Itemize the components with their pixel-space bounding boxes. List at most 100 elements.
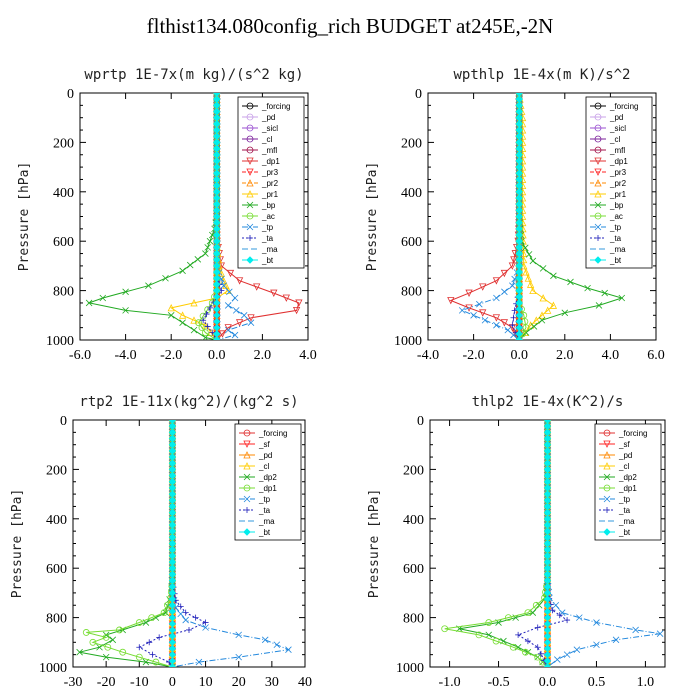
data-point bbox=[224, 302, 232, 309]
legend: _forcing _pd _sicl _cl _mfl _dp1 _pr3 _pr2 _pr1 _… bbox=[237, 96, 305, 269]
legend-marker bbox=[595, 235, 601, 241]
legend-marker bbox=[246, 113, 254, 121]
data-point bbox=[195, 658, 203, 666]
legend-label: _forcing bbox=[618, 429, 647, 438]
chart-title-wpthlp: wpthlp 1E-4x(m K)/s^2 bbox=[453, 67, 630, 83]
legend-marker bbox=[594, 113, 602, 121]
legend-label: _ac bbox=[609, 212, 623, 221]
data-point bbox=[538, 311, 546, 319]
legend-marker bbox=[246, 256, 254, 264]
data-point bbox=[235, 277, 244, 285]
chart-title-rtp2: rtp2 1E-11x(kg^2)/(kg^2 s) bbox=[79, 394, 298, 410]
legend-marker bbox=[243, 440, 251, 448]
legend-label: _ta bbox=[261, 234, 274, 243]
data-point bbox=[515, 336, 523, 340]
x-tick-label: 4.0 bbox=[299, 348, 317, 363]
x-tick-label: 2.0 bbox=[556, 348, 574, 363]
legend-marker bbox=[243, 473, 251, 481]
legend-marker bbox=[603, 429, 611, 437]
data-point bbox=[538, 316, 546, 324]
data-point bbox=[511, 275, 518, 283]
data-point bbox=[226, 269, 235, 278]
series-dp1 bbox=[441, 420, 551, 667]
series-bt bbox=[213, 93, 221, 340]
legend: _forcing _pd _sicl _cl _mfl _dp1 _pr3 _pr2 _pr1 _… bbox=[585, 96, 653, 269]
data-point bbox=[515, 631, 522, 638]
data-point bbox=[186, 261, 194, 269]
data-point bbox=[530, 323, 538, 330]
x-tick-label: -6.0 bbox=[69, 348, 91, 363]
data-point bbox=[213, 93, 221, 97]
legend-label: _dp2 bbox=[618, 473, 637, 482]
legend-marker bbox=[246, 168, 254, 176]
data-point bbox=[270, 289, 278, 297]
legend-label: _cl bbox=[609, 135, 620, 144]
data-point bbox=[195, 319, 202, 327]
data-point bbox=[465, 304, 473, 312]
data-point bbox=[525, 251, 533, 258]
legend: _forcing _sf _pd _cl _dp2 _dp1 _tp _ta _ma _bt bbox=[594, 423, 662, 541]
data-point bbox=[593, 619, 600, 626]
data-point bbox=[534, 644, 541, 651]
legend-label: _dp1 bbox=[258, 484, 277, 493]
legend-label: _cl bbox=[261, 135, 272, 144]
data-point bbox=[529, 257, 537, 265]
chart-panel-wpthlp: wpthlp 1E-4x(m K)/s^2 Pressure [hPa] 0 200 4… bbox=[365, 67, 665, 363]
legend-marker bbox=[246, 212, 254, 220]
data-point bbox=[508, 262, 517, 270]
data-point bbox=[240, 312, 248, 319]
plot-area bbox=[85, 93, 303, 340]
data-point bbox=[190, 316, 198, 324]
data-point bbox=[232, 307, 240, 314]
series-line bbox=[460, 93, 520, 340]
legend-marker bbox=[244, 507, 250, 513]
data-point bbox=[492, 314, 501, 322]
x-tick-label: 2.0 bbox=[254, 348, 272, 363]
data-point bbox=[177, 610, 184, 618]
data-point bbox=[493, 321, 500, 329]
plot-area bbox=[76, 420, 292, 667]
legend-label: _dp1 bbox=[618, 484, 637, 493]
data-point bbox=[152, 658, 160, 666]
data-point bbox=[235, 319, 244, 327]
data-point bbox=[169, 663, 176, 667]
y-tick-label: 1000 bbox=[394, 334, 422, 349]
x-tick-label: -4.0 bbox=[115, 348, 137, 363]
data-point bbox=[526, 321, 535, 329]
data-point bbox=[182, 616, 189, 624]
data-point bbox=[231, 331, 239, 339]
legend-label: _bp bbox=[261, 201, 276, 210]
legend-label: _ac bbox=[261, 212, 275, 221]
legend-label: _bt bbox=[609, 256, 622, 265]
legend-label: _bp bbox=[609, 201, 624, 210]
data-point bbox=[203, 311, 210, 318]
y-axis-label: Pressure [hPa] bbox=[367, 489, 382, 599]
chart-panel-thlp2: thlp2 1E-4x(K^2)/s Pressure [hPa] 0 200 400 6… bbox=[367, 394, 666, 690]
data-point bbox=[470, 312, 477, 319]
data-point bbox=[573, 646, 581, 653]
series-ta bbox=[515, 420, 571, 667]
data-point bbox=[122, 307, 129, 314]
legend-label: _bt bbox=[261, 256, 274, 265]
data-point bbox=[593, 641, 600, 649]
legend-label: _cl bbox=[618, 462, 629, 471]
data-point bbox=[247, 319, 255, 326]
data-point bbox=[273, 641, 281, 649]
legend-marker bbox=[246, 223, 254, 231]
data-point bbox=[509, 282, 516, 289]
series-line bbox=[459, 420, 548, 667]
data-point bbox=[479, 283, 487, 291]
legend-label: _sf bbox=[258, 440, 270, 449]
data-point bbox=[218, 275, 225, 283]
series-pr1 bbox=[167, 93, 232, 340]
legend-marker bbox=[246, 179, 254, 187]
legend-marker bbox=[594, 157, 602, 165]
legend-label: _pr1 bbox=[261, 190, 279, 199]
data-point bbox=[485, 631, 493, 639]
x-tick-label: 0.0 bbox=[208, 348, 226, 363]
y-tick-label: 200 bbox=[401, 136, 422, 151]
data-point bbox=[618, 294, 626, 302]
legend-label: _ma bbox=[261, 245, 278, 254]
data-point bbox=[177, 603, 184, 610]
y-tick-label: 400 bbox=[46, 513, 67, 528]
